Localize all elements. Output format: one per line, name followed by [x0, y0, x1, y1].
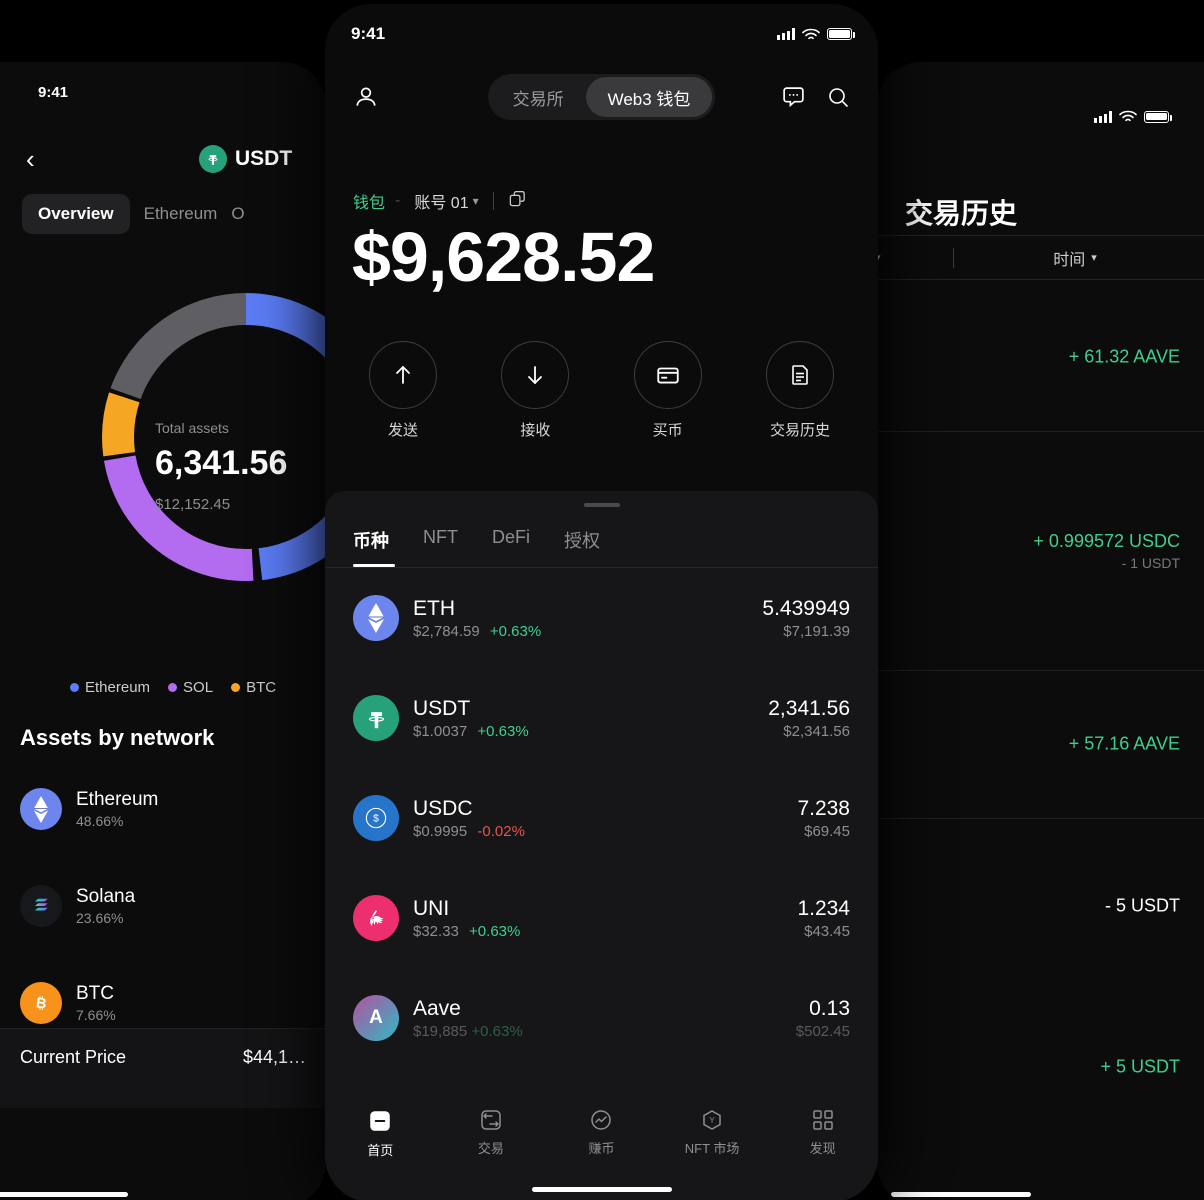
svg-text:Y: Y: [709, 1116, 715, 1125]
svg-text:$: $: [373, 813, 379, 824]
svg-text:B: B: [35, 995, 48, 1012]
